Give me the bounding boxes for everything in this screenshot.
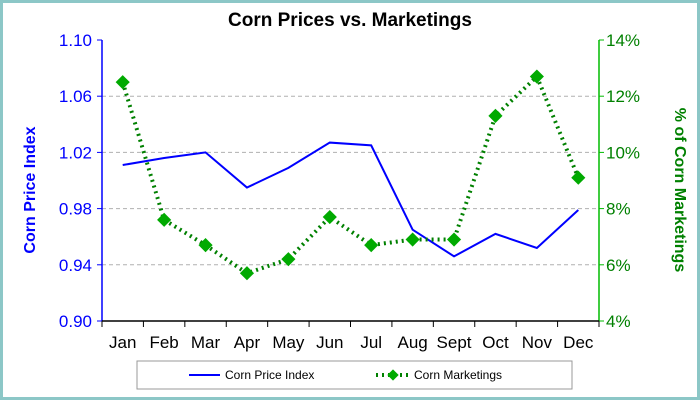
marketings-point bbox=[198, 238, 213, 253]
y-left-tick-label: 1.06 bbox=[59, 87, 92, 106]
y-right-tick-label: 10% bbox=[606, 143, 640, 162]
y-left-tick-label: 0.94 bbox=[59, 256, 92, 275]
y-right-tick-label: 14% bbox=[606, 31, 640, 50]
y-right-tick-label: 4% bbox=[606, 312, 631, 331]
legend-price-label: Corn Price Index bbox=[225, 368, 314, 382]
y-left-tick-label: 1.10 bbox=[59, 31, 92, 50]
marketings-point bbox=[239, 266, 255, 281]
legend-marketings-marker bbox=[387, 369, 399, 381]
marketings-point bbox=[322, 209, 337, 225]
x-tick-label: Sept bbox=[437, 333, 472, 352]
marketings-point bbox=[405, 232, 420, 247]
x-tick-label: Feb bbox=[149, 333, 178, 352]
x-tick-label: Mar bbox=[191, 333, 221, 352]
right-axis-ticks: 4% 6% 8% 10% 12% 14% bbox=[599, 31, 640, 331]
x-tick-label: Aug bbox=[398, 333, 428, 352]
marketings-point bbox=[529, 69, 544, 84]
legend-marketings-label: Corn Marketings bbox=[414, 368, 502, 382]
marketings-point bbox=[571, 170, 586, 185]
series-markers bbox=[115, 69, 586, 281]
x-tick-label: Dec bbox=[563, 333, 594, 352]
x-tick-label: Apr bbox=[234, 333, 261, 352]
y-right-tick-label: 8% bbox=[606, 200, 631, 219]
x-tick-label: Jan bbox=[109, 333, 136, 352]
y-right-tick-label: 6% bbox=[606, 256, 631, 275]
x-axis-ticks: Jan Feb Mar Apr May Jun Jul Aug Sept Oct Nov Dec bbox=[101, 321, 600, 352]
marketings-point bbox=[281, 252, 296, 267]
marketings-point bbox=[364, 238, 379, 253]
marketings-point bbox=[157, 212, 172, 227]
y-right-tick-label: 12% bbox=[606, 87, 640, 106]
series-line-corn-price-index bbox=[122, 141, 579, 258]
y-left-tick-label: 1.02 bbox=[59, 143, 92, 162]
x-tick-label: Jul bbox=[360, 333, 382, 352]
series-lines bbox=[120, 73, 581, 276]
grid bbox=[102, 95, 599, 266]
legend: Corn Price Index Corn Marketings bbox=[136, 360, 573, 390]
marketings-point bbox=[488, 108, 503, 123]
y-left-tick-label: 0.98 bbox=[59, 200, 92, 219]
y-left-tick-label: 0.90 bbox=[59, 312, 92, 331]
axes bbox=[101, 40, 600, 322]
series-line-corn-marketings bbox=[120, 73, 581, 276]
marketings-point bbox=[115, 75, 130, 90]
left-axis-ticks: 0.90 0.94 0.98 1.02 1.06 1.10 bbox=[59, 31, 102, 331]
y-axis-right-label: % of Corn Marketings bbox=[671, 108, 688, 273]
x-tick-label: Nov bbox=[522, 333, 553, 352]
chart-svg: Corn Prices vs. Marketings 0.90 0.94 0.98 1… bbox=[22, 10, 688, 390]
y-axis-left-label: Corn Price Index bbox=[22, 126, 39, 253]
x-tick-label: May bbox=[272, 333, 305, 352]
x-tick-label: Oct bbox=[482, 333, 509, 352]
chart-title: Corn Prices vs. Marketings bbox=[228, 10, 472, 31]
x-tick-label: Jun bbox=[316, 333, 343, 352]
marketings-point bbox=[446, 232, 462, 247]
